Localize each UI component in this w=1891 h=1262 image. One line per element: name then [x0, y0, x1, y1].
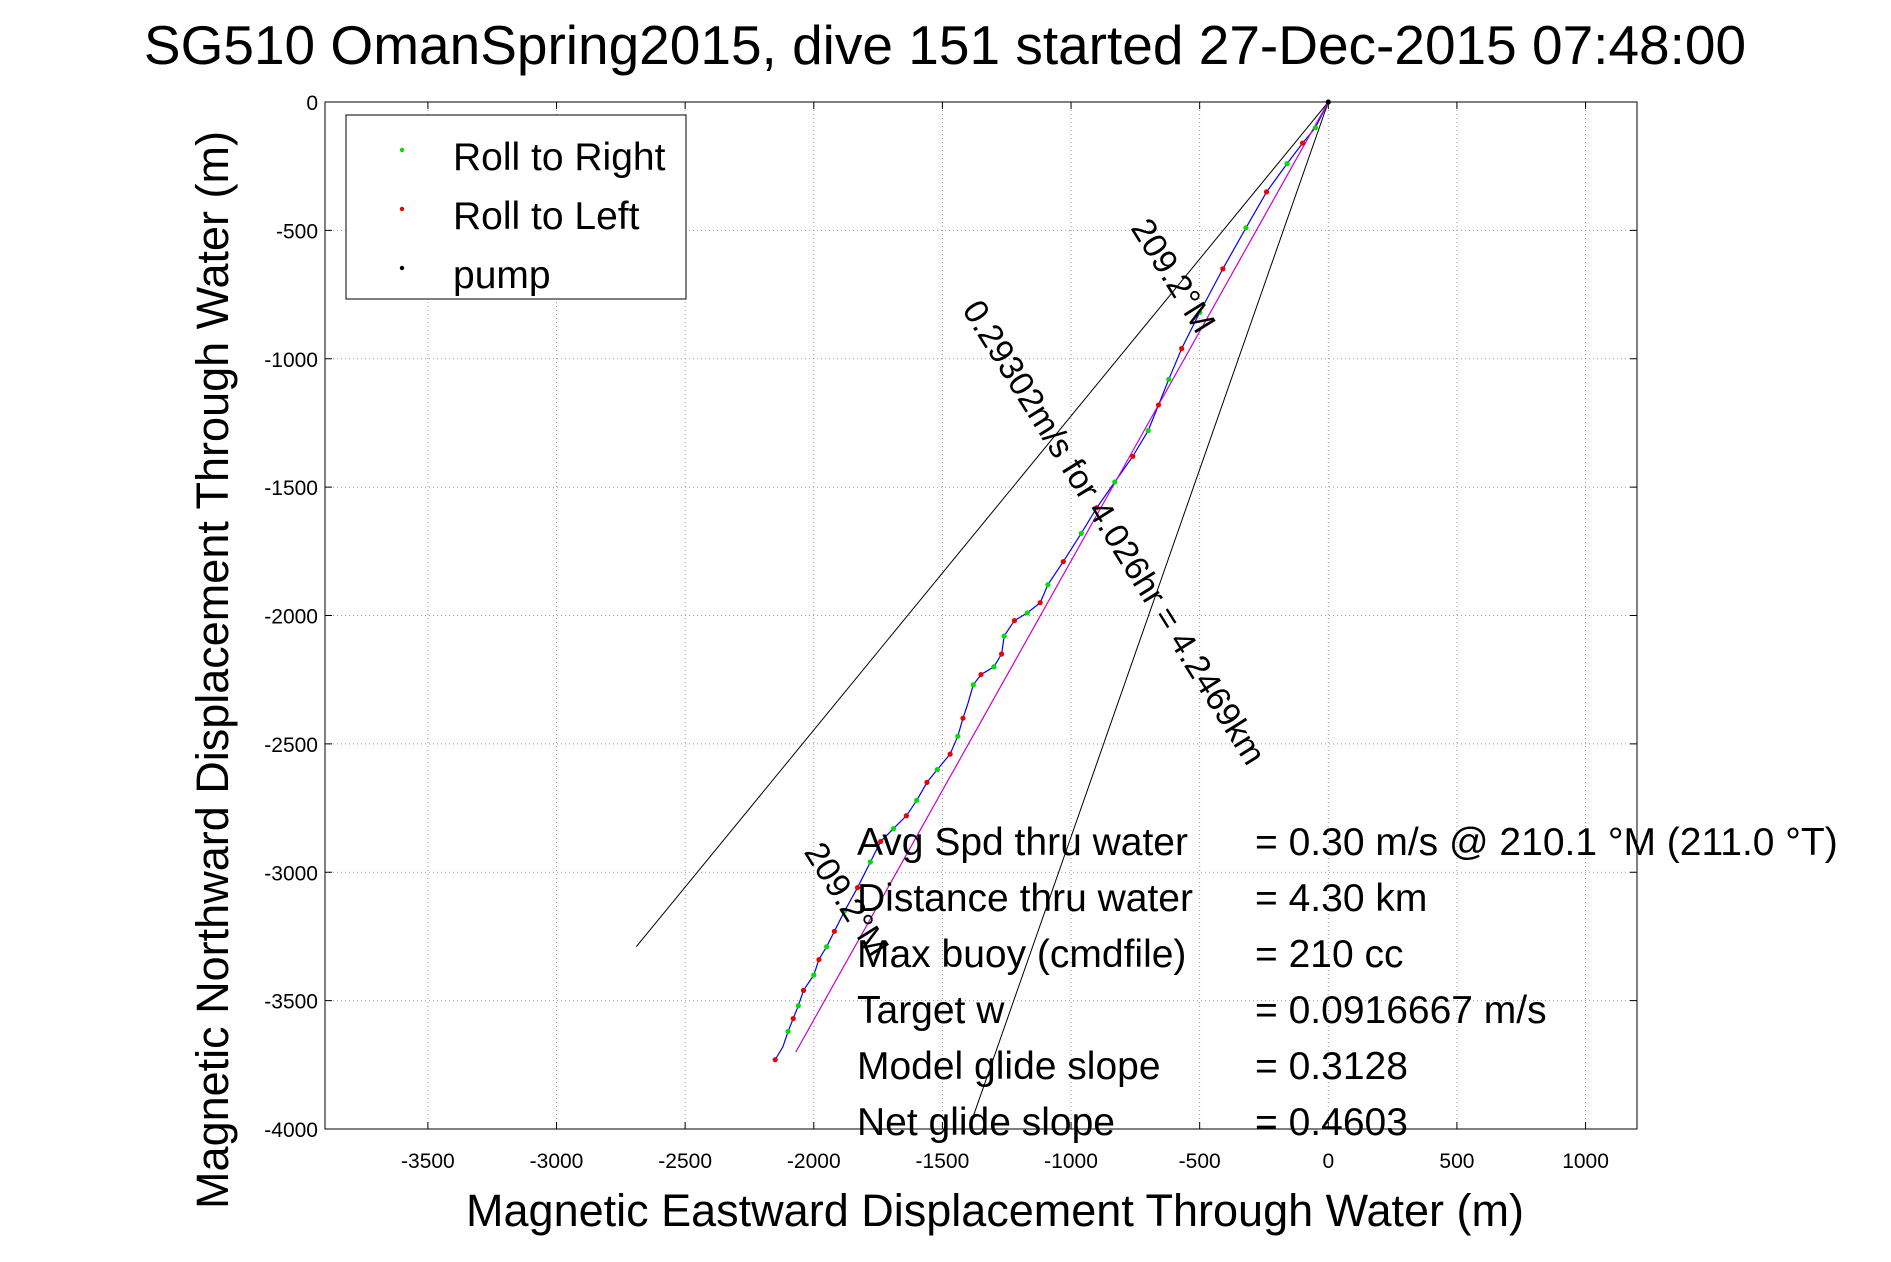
x-tick-label: -2500: [658, 1150, 712, 1173]
x-tick-label: 500: [1439, 1150, 1474, 1173]
y-tick-label: -2500: [264, 734, 318, 757]
y-tick-label: -2000: [264, 606, 318, 629]
roll-right-point: [1024, 610, 1030, 616]
roll-right-point: [1001, 633, 1007, 639]
roll-left-point: [978, 671, 984, 678]
roll-right-point: [1112, 479, 1118, 485]
legend: Roll to Right Roll to Left pump: [345, 114, 687, 300]
roll-right-point: [1045, 582, 1051, 588]
roll-right-point: [795, 1003, 801, 1009]
roll-right-point: [842, 908, 848, 914]
x-tick-label: -2000: [787, 1150, 841, 1173]
roll-right-point: [811, 972, 817, 978]
reference-line: [972, 101, 1329, 1117]
roll-left-point: [854, 885, 861, 891]
y-tick-label: -3000: [264, 862, 318, 885]
info-label: Net glide slope: [857, 1101, 1115, 1144]
roll-left-point: [1155, 402, 1162, 408]
roll-right-point: [1078, 530, 1084, 536]
roll-right-point: [991, 664, 997, 670]
axis-ticks: -3500 -3000 -2500 -2000 -1500 -1000 -500 0 500 10…: [264, 92, 1637, 1173]
roll-left-point: [790, 1015, 796, 1022]
roll-right-point: [970, 682, 976, 688]
y-tick-label: -1500: [264, 477, 318, 500]
roll-left-point: [878, 838, 884, 845]
x-tick-label: 0: [1322, 1150, 1334, 1173]
info-value: = 0.0916667 m/s: [1255, 989, 1547, 1032]
x-tick-label: -3500: [401, 1150, 455, 1173]
info-value: = 0.3128: [1255, 1045, 1408, 1088]
roll-left-point: [1037, 600, 1043, 606]
x-tick-label: -3000: [530, 1150, 584, 1173]
roll-left-point: [998, 651, 1005, 657]
x-axis-label: Magnetic Eastward Displacement Through W…: [466, 1185, 1524, 1236]
reference-line: [635, 101, 1329, 948]
roll-left-point: [960, 715, 966, 721]
info-label: Max buoy (cmdfile): [857, 933, 1186, 976]
roll-right-point: [1197, 309, 1203, 316]
roll-right-point: [824, 944, 830, 950]
x-tick-label: -1000: [1044, 1150, 1098, 1173]
legend-marker-pump: [399, 265, 405, 271]
legend-label-roll-left: Roll to Left: [453, 195, 640, 238]
roll-left-point: [1263, 189, 1270, 195]
roll-right-point: [867, 859, 873, 865]
info-value: = 0.4603: [1255, 1101, 1408, 1144]
info-text-block: Avg Spd thru water = 0.30 m/s @ 210.1 °M …: [857, 821, 1838, 1144]
roll-right-point: [1284, 161, 1290, 167]
roll-right-point: [1243, 225, 1249, 231]
y-tick-label: -500: [276, 220, 318, 243]
y-tick-label: 0: [306, 92, 318, 115]
roll-right-point: [1312, 125, 1319, 131]
info-label: Target w: [857, 989, 1005, 1032]
roll-right-point: [1145, 428, 1151, 434]
roll-left-point: [1179, 345, 1185, 352]
x-tick-label: 1000: [1562, 1150, 1609, 1173]
y-tick-label: -3500: [264, 991, 318, 1014]
markers-group: [772, 99, 1331, 1063]
roll-left-point: [1011, 618, 1018, 624]
roll-left-point: [947, 751, 953, 757]
x-tick-label: -500: [1179, 1150, 1221, 1173]
roll-right-point: [955, 733, 961, 739]
roll-right-point: [890, 826, 897, 832]
series-line-glide: [795, 101, 1329, 1053]
info-label: Avg Spd thru water: [857, 821, 1188, 864]
roll-right-point: [1166, 376, 1172, 382]
roll-left-point: [772, 1057, 778, 1063]
legend-marker-roll-left: [399, 206, 405, 212]
y-tick-label: -4000: [264, 1119, 318, 1142]
y-tick-label: -1000: [264, 349, 318, 372]
info-label: Distance thru water: [857, 877, 1193, 920]
roll-left-point: [800, 987, 807, 993]
roll-left-point: [924, 779, 930, 785]
legend-marker-roll-right: [399, 147, 405, 153]
x-tick-label: -1500: [916, 1150, 970, 1173]
roll-left-point: [1060, 558, 1066, 565]
y-axis-label: Magnetic Northward Displacement Through …: [187, 131, 238, 1209]
roll-left-point: [1094, 505, 1100, 511]
roll-right-point: [785, 1028, 791, 1035]
roll-left-point: [903, 813, 909, 819]
roll-right-point: [934, 766, 940, 773]
chart-title: SG510 OmanSpring2015, dive 151 started 2…: [144, 14, 1746, 76]
roll-left-point: [831, 928, 837, 934]
info-value: = 4.30 km: [1255, 877, 1427, 920]
info-value: = 0.30 m/s @ 210.1 °M (211.0 °T): [1255, 821, 1838, 864]
roll-left-point: [1130, 453, 1136, 459]
pump-point: [1325, 99, 1331, 105]
roll-left-point: [816, 956, 822, 963]
roll-left-point: [1299, 140, 1306, 146]
roll-left-point: [1220, 266, 1226, 272]
legend-label-roll-right: Roll to Right: [453, 136, 666, 179]
info-value: = 210 cc: [1255, 933, 1404, 976]
reference-lines: [635, 101, 1329, 1117]
roll-right-point: [914, 797, 920, 803]
info-label: Model glide slope: [857, 1045, 1161, 1088]
legend-label-pump: pump: [453, 254, 551, 297]
